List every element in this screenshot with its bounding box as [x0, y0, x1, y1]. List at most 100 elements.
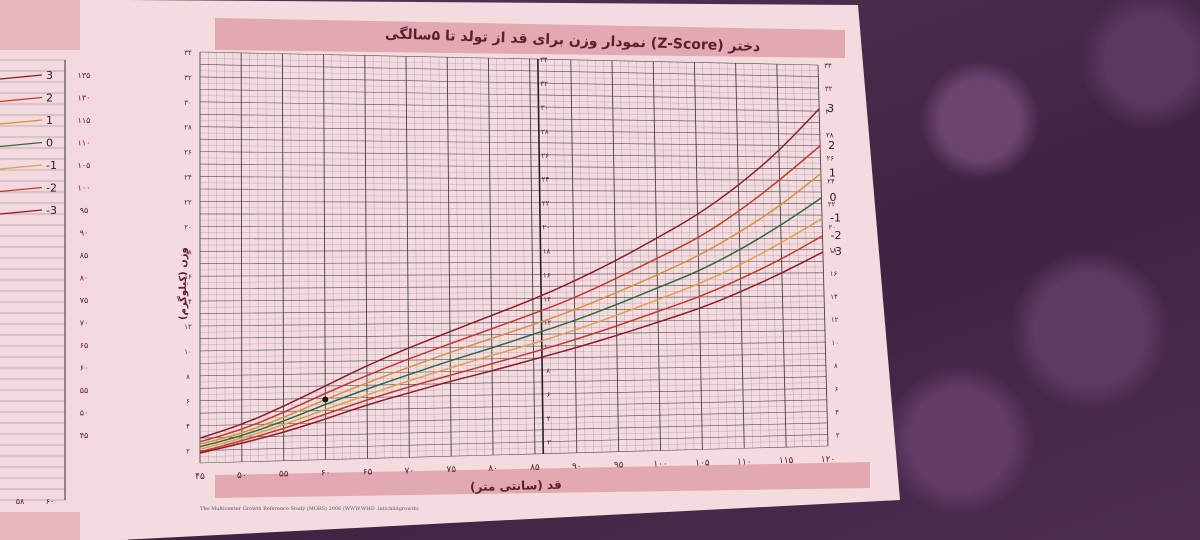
grid-line-horizontal — [199, 163, 821, 170]
grid-line-horizontal — [199, 341, 826, 352]
grid-line-horizontal — [199, 428, 828, 445]
chart-labels: 3 2 1 0 -1 -2 -3 — [827, 102, 842, 258]
left-page-header-band — [0, 0, 80, 50]
series-label-z-3: -3 — [831, 245, 842, 258]
x-tick-label: ۵۰ — [237, 471, 247, 481]
x-tick-label: ۹۰ — [572, 462, 582, 472]
y-tick-label-right: ۲۶ — [827, 154, 835, 162]
left-page-z-label: -1 — [46, 159, 57, 172]
grid-line-horizontal — [199, 126, 820, 135]
y-tick-label-right: ۳۴ — [824, 62, 832, 70]
y-tick-label-right: ۱۰ — [832, 339, 840, 347]
left-page-y-tick-label: ۵۵ — [80, 386, 89, 395]
x-tick-label: ۱۰۵ — [695, 458, 710, 468]
series-line-z1 — [199, 172, 822, 446]
left-page-y-tick-label: ۶۰ — [80, 364, 89, 373]
y-tick-label-center: ۱۶ — [543, 271, 551, 279]
series-label-z1: 1 — [829, 167, 836, 180]
left-page-y-tick-label: ۴۵ — [80, 431, 89, 440]
y-tick-label-right: ۲۰ — [828, 224, 836, 232]
y-tick-label-right: ۱۲ — [831, 316, 839, 324]
left-page-series-line — [0, 119, 43, 125]
grid-line-horizontal — [199, 188, 822, 193]
x-tick-label: ۹۵ — [614, 461, 624, 471]
grid-line-horizontal — [199, 347, 826, 358]
grid-line-horizontal — [199, 213, 822, 216]
y-tick-label-center: ۱۲ — [544, 319, 552, 327]
y-tick-label-right: ۳۲ — [825, 85, 833, 93]
y-tick-label-left: ۸ — [186, 373, 190, 381]
left-page-y-tick-label: ۶۵ — [80, 341, 89, 350]
grid-line-horizontal — [199, 101, 820, 112]
left-page-series-line — [0, 209, 43, 215]
y-tick-label-center: ۲۶ — [541, 152, 549, 160]
y-tick-label-left: ۱۰ — [184, 348, 192, 356]
series-line-z3 — [199, 108, 820, 439]
chart-grid — [199, 51, 829, 464]
grid-line-horizontal — [199, 95, 820, 106]
center-axis-line — [537, 59, 545, 454]
y-tick-label-center: ۳۴ — [540, 56, 548, 64]
grid-line-horizontal — [199, 157, 821, 164]
grid-line-horizontal — [199, 422, 828, 439]
left-page-series-line — [0, 186, 43, 193]
left-page-y-tick-label: ۸۵ — [80, 251, 89, 260]
y-tick-label-left: ۳۲ — [184, 74, 192, 82]
y-tick-label-left: ۱۲ — [184, 323, 192, 331]
series-label-z3: 3 — [827, 102, 834, 115]
series-line-z-1 — [199, 217, 823, 451]
y-tick-label-left: ۴ — [186, 423, 190, 431]
y-tick-label-left: ۲۶ — [184, 149, 192, 157]
grid-line-horizontal — [199, 113, 820, 124]
chart-series — [199, 108, 824, 454]
title-band — [215, 18, 845, 58]
left-page-series-line — [0, 164, 43, 170]
grid-line-horizontal — [199, 364, 826, 377]
footer-citation: The Multicenter Growth Reference Study (… — [200, 506, 419, 512]
grid-line-horizontal — [199, 176, 822, 181]
left-page: 3 2 1 0 -1 -2 -3 ۱۳۵ ۱۳۰ ۱۱۵ ۱۱۰ ۱۰۵ ۱۰۰ ۹۵ ۹۰ ۸۵ ۸۰ ۷۵ ۷۰… — [0, 0, 128, 540]
grid-line-horizontal — [199, 64, 819, 77]
x-tick-label: ۶۵ — [363, 467, 373, 477]
y-tick-label-center: ۲۴ — [542, 176, 550, 184]
x-tick-label: ۱۰۰ — [653, 460, 668, 470]
left-page-y-tick-label: ۱۳۰ — [78, 94, 91, 103]
grid-line-horizontal — [199, 318, 825, 327]
left-page-series-line — [0, 141, 43, 148]
x-tick-label: ۱۲۰ — [821, 455, 836, 465]
grid-line-horizontal — [199, 411, 828, 426]
left-page-z-label: 0 — [46, 137, 53, 150]
series-line-z-2 — [199, 235, 823, 453]
left-page-x-tick-label: ۶۰ — [46, 497, 55, 506]
grid-line-horizontal — [199, 266, 824, 271]
y-tick-label-left: ۲۲ — [184, 198, 192, 206]
grid-line-horizontal — [199, 107, 820, 118]
y-tick-label-right: ۱۶ — [830, 270, 838, 278]
grid-line-horizontal — [199, 249, 823, 252]
y-tick-label-left: ۲ — [186, 448, 190, 456]
series-line-z-3 — [199, 251, 824, 454]
x-axis-label-band — [215, 462, 870, 498]
grid-line-horizontal — [199, 58, 819, 71]
y-tick-label-right: ۶ — [835, 385, 839, 393]
left-page-y-tick-label: ۹۵ — [80, 206, 89, 215]
y-tick-label-right: ۱۴ — [830, 293, 838, 301]
grid-line-horizontal — [199, 201, 822, 204]
grid-line-horizontal — [199, 370, 827, 383]
series-label-z-1: -1 — [830, 212, 841, 225]
y-tick-label-right: ۸ — [834, 362, 838, 370]
left-page-chart-fragment: 3 2 1 0 -1 -2 -3 ۱۳۵ ۱۳۰ ۱۱۵ ۱۱۰ ۱۰۵ ۱۰۰ ۹۵ ۹۰ ۸۵ ۸۰ ۷۵ ۷۰… — [0, 59, 91, 506]
y-tick-label-left: ۶ — [186, 398, 190, 406]
annotation-dot — [322, 396, 329, 403]
left-page-footer-band — [0, 512, 80, 540]
grid-line-horizontal — [199, 132, 820, 141]
y-tick-label-right: ۴ — [835, 408, 839, 416]
x-tick-label: ۷۰ — [404, 466, 414, 476]
grid-line-horizontal — [199, 399, 827, 414]
left-page-y-tick-label: ۱۰۵ — [78, 161, 91, 170]
grid-line-horizontal — [199, 138, 821, 147]
y-tick-label-right: ۲ — [836, 431, 840, 439]
x-tick-label: ۷۵ — [446, 465, 456, 475]
left-page-y-tick-label: ۱۳۵ — [78, 71, 91, 80]
left-page-z-label: -2 — [46, 182, 57, 195]
